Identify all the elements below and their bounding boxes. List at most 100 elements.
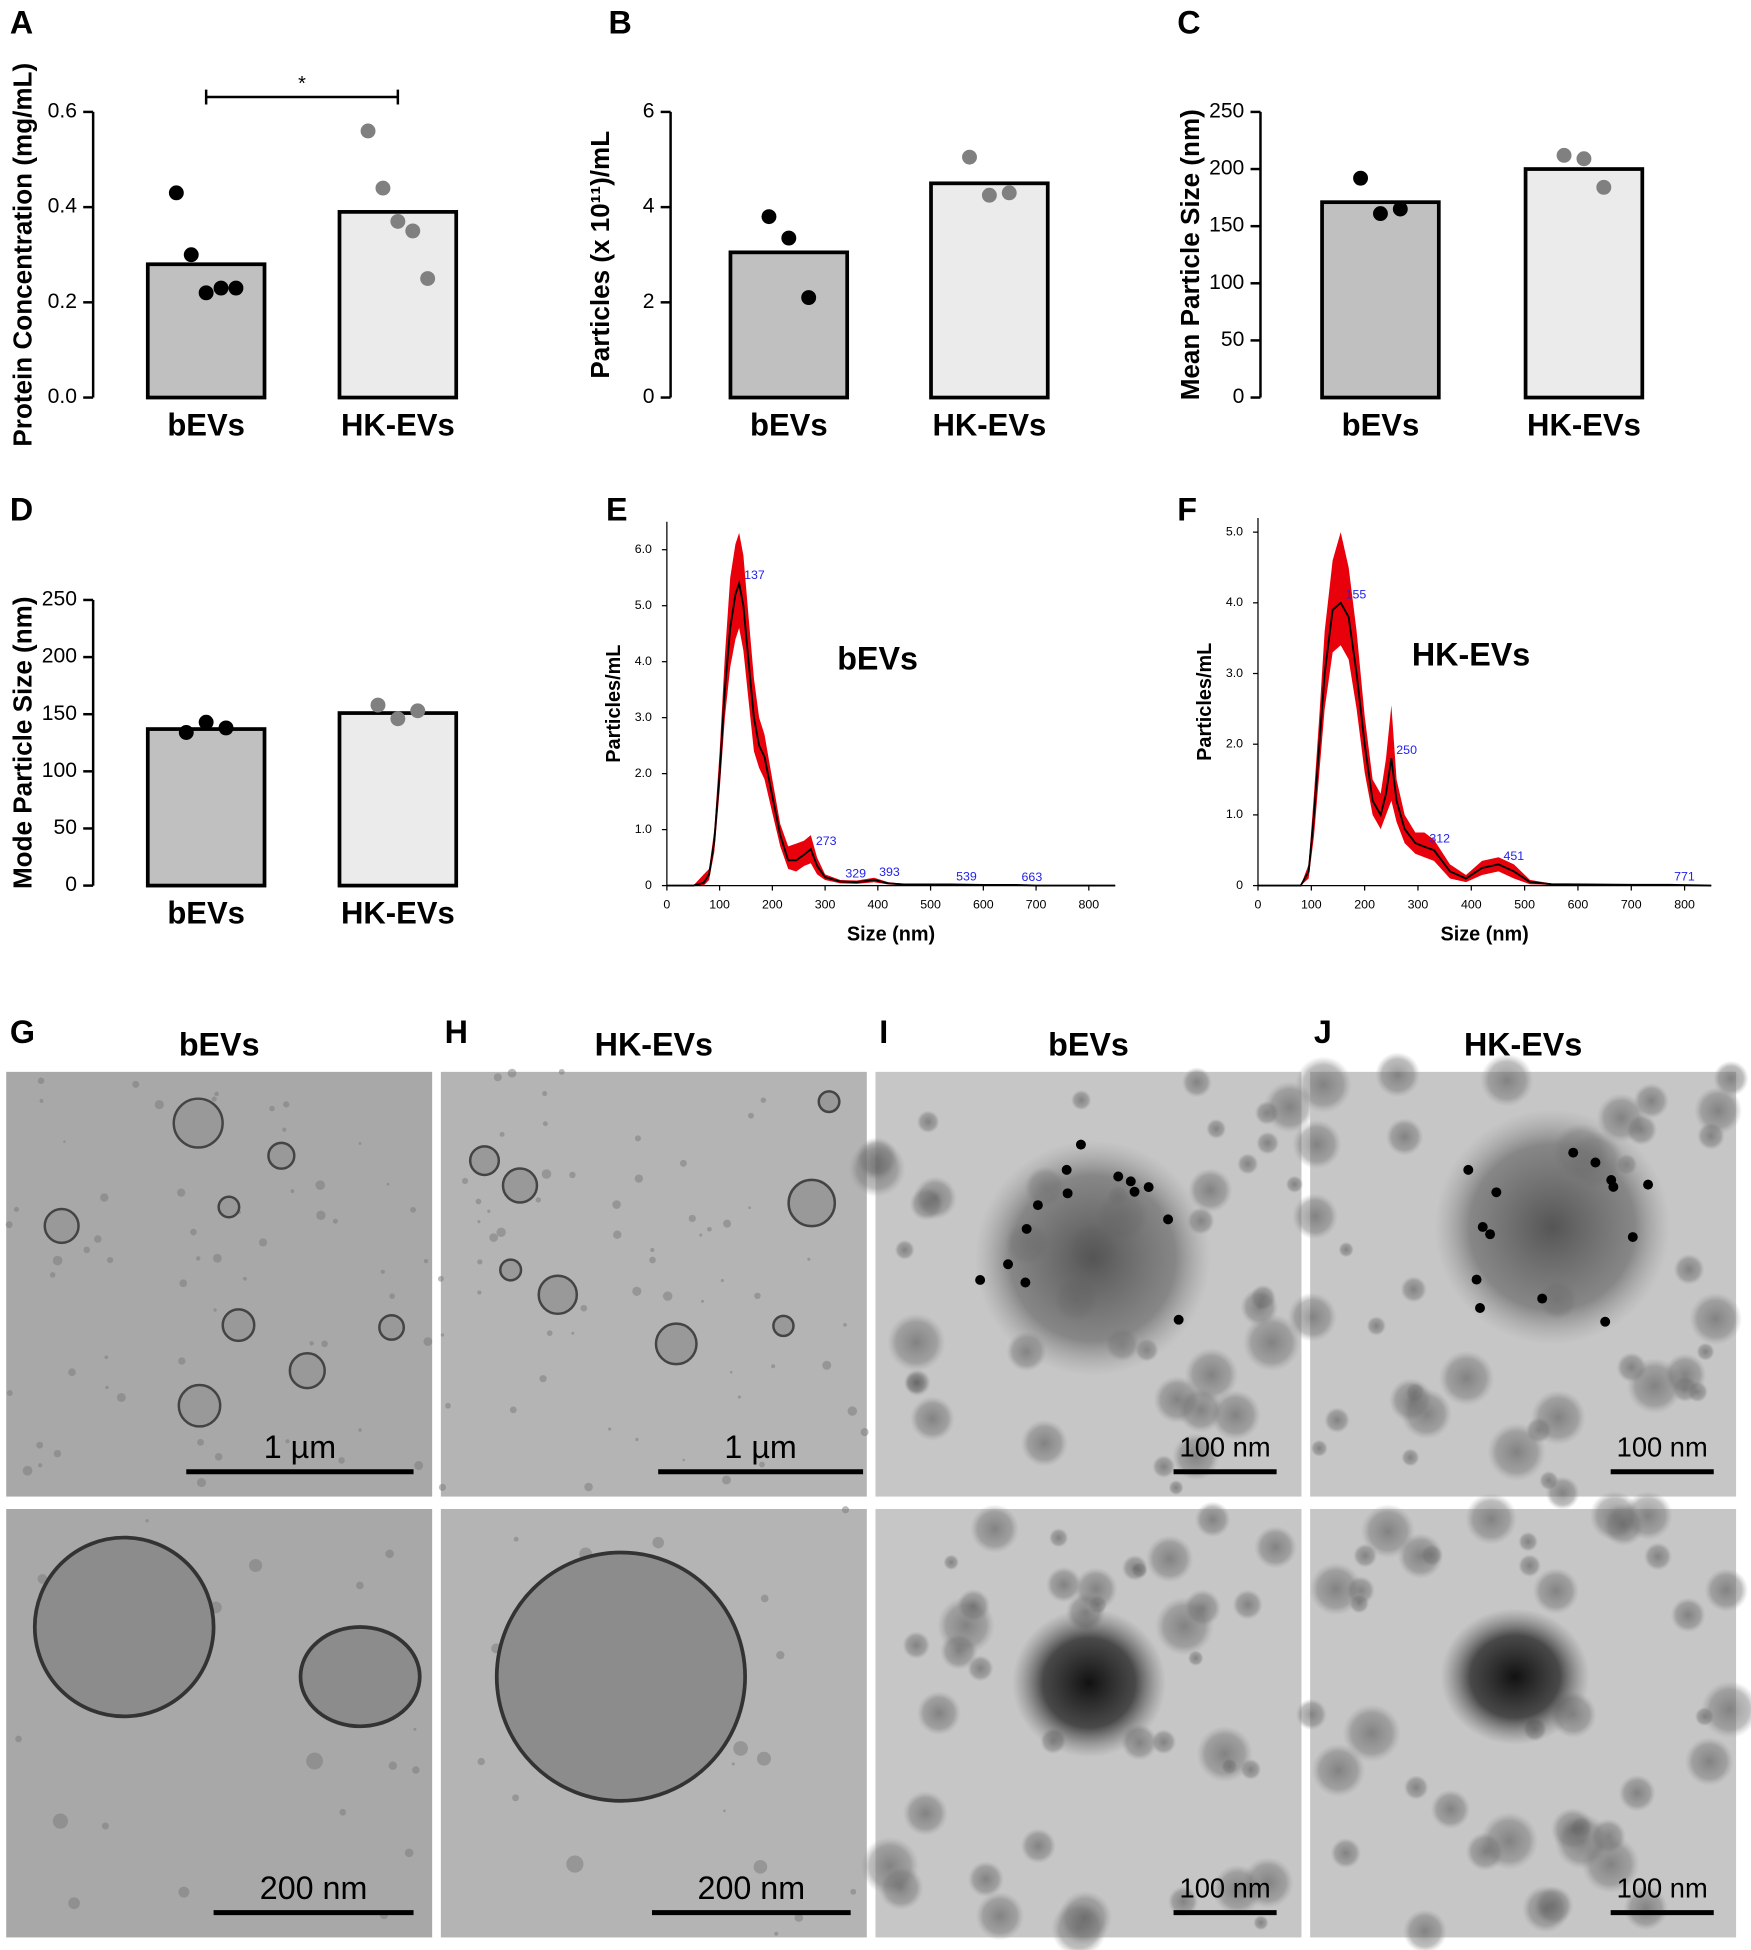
speck (489, 1233, 498, 1242)
x-tick-label: bEVs (167, 896, 245, 931)
fiber (1167, 1886, 1199, 1917)
speck (701, 1299, 704, 1303)
data-point (370, 697, 386, 713)
y-tick-label: 0 (1236, 878, 1243, 892)
data-point (405, 223, 421, 239)
gold-particle (1143, 1182, 1154, 1193)
speck (652, 1536, 664, 1549)
speck (52, 1813, 68, 1829)
gold-particle (1125, 1176, 1136, 1187)
significance-bracket (204, 89, 400, 105)
speck (195, 1256, 201, 1261)
speck (178, 1357, 186, 1365)
data-point (1576, 151, 1592, 167)
speck (404, 1848, 414, 1858)
y-tick-label: 0 (1233, 385, 1245, 408)
speck (720, 1278, 724, 1283)
speck (36, 1441, 44, 1449)
panel-letter: F (1177, 491, 1197, 527)
vesicle (298, 1625, 422, 1729)
fiber (1696, 1342, 1715, 1361)
fiber (1401, 1448, 1420, 1467)
x-axis-label: Size (nm) (847, 924, 935, 946)
gold-particle (1471, 1274, 1482, 1285)
speck (721, 1475, 731, 1485)
speck (499, 1131, 505, 1137)
speck (389, 1293, 395, 1299)
gold-particle (1173, 1314, 1184, 1325)
fiber (1311, 1743, 1366, 1798)
speck (843, 1323, 847, 1327)
gold-particle (1021, 1223, 1032, 1234)
panel-letter: D (10, 491, 33, 527)
x-tick-label: bEVs (167, 408, 245, 443)
fiber (1673, 1253, 1705, 1286)
data-point (228, 280, 244, 296)
speck (649, 1256, 656, 1264)
speck (94, 1235, 102, 1243)
x-axis-label: Size (nm) (1440, 924, 1528, 946)
speck (662, 1291, 673, 1301)
fiber (1388, 1378, 1434, 1423)
speck (37, 1574, 48, 1584)
speck (731, 1762, 735, 1766)
speck (822, 1360, 832, 1370)
fiber (848, 1139, 906, 1198)
fiber (1518, 1554, 1542, 1578)
gold-particle (1129, 1186, 1140, 1197)
fiber (1295, 1698, 1328, 1731)
gold-particle (1113, 1171, 1124, 1182)
speck (509, 1406, 517, 1414)
data-point (375, 180, 391, 196)
speck (580, 1304, 588, 1312)
chart-title: bEVs (837, 640, 918, 676)
fiber (1643, 1542, 1673, 1571)
scale-bar-label: 100 nm (1180, 1872, 1271, 1903)
speck (613, 1230, 622, 1239)
speck (104, 1355, 109, 1360)
vesicle (43, 1207, 80, 1245)
data-point (410, 703, 426, 719)
speck (358, 1428, 362, 1432)
panel-letter: E (606, 491, 628, 527)
speck (860, 1428, 869, 1437)
speck (512, 1794, 520, 1802)
bar (337, 711, 459, 888)
fiber (916, 1110, 940, 1134)
speck (723, 1809, 726, 1813)
speck (729, 1370, 733, 1374)
speck (249, 1558, 263, 1573)
speck (759, 1461, 765, 1468)
fiber (916, 1691, 962, 1736)
speck (748, 1112, 754, 1119)
fiber (1465, 1831, 1505, 1872)
speck (608, 1427, 612, 1431)
fiber (1232, 1589, 1263, 1620)
speck (807, 1257, 811, 1261)
speck (68, 1368, 76, 1377)
speck (49, 1272, 56, 1278)
bar (145, 262, 267, 400)
speck (380, 1269, 385, 1274)
fiber (1397, 1532, 1444, 1580)
x-tick-label: bEVs (750, 408, 828, 443)
peak-label: 250 (1396, 743, 1417, 757)
fiber (1172, 1433, 1220, 1481)
speck (309, 1341, 314, 1346)
fiber (1242, 1313, 1301, 1372)
speck (566, 1855, 584, 1873)
fiber (1353, 1543, 1378, 1568)
speck (388, 1761, 398, 1770)
y-tick-label: 150 (1209, 214, 1244, 237)
vesicle (217, 1195, 241, 1219)
data-point (360, 123, 376, 139)
y-axis-label: Protein Concentration (mg/mL) (8, 63, 38, 447)
speck (438, 1483, 447, 1491)
speck (68, 1897, 80, 1910)
y-axis-label: Particles/mL (1194, 643, 1216, 761)
data-point (981, 187, 997, 203)
x-tick-label: 200 (762, 898, 783, 912)
fiber (1400, 1276, 1427, 1303)
speck (145, 1519, 149, 1523)
fiber (1618, 1774, 1656, 1812)
